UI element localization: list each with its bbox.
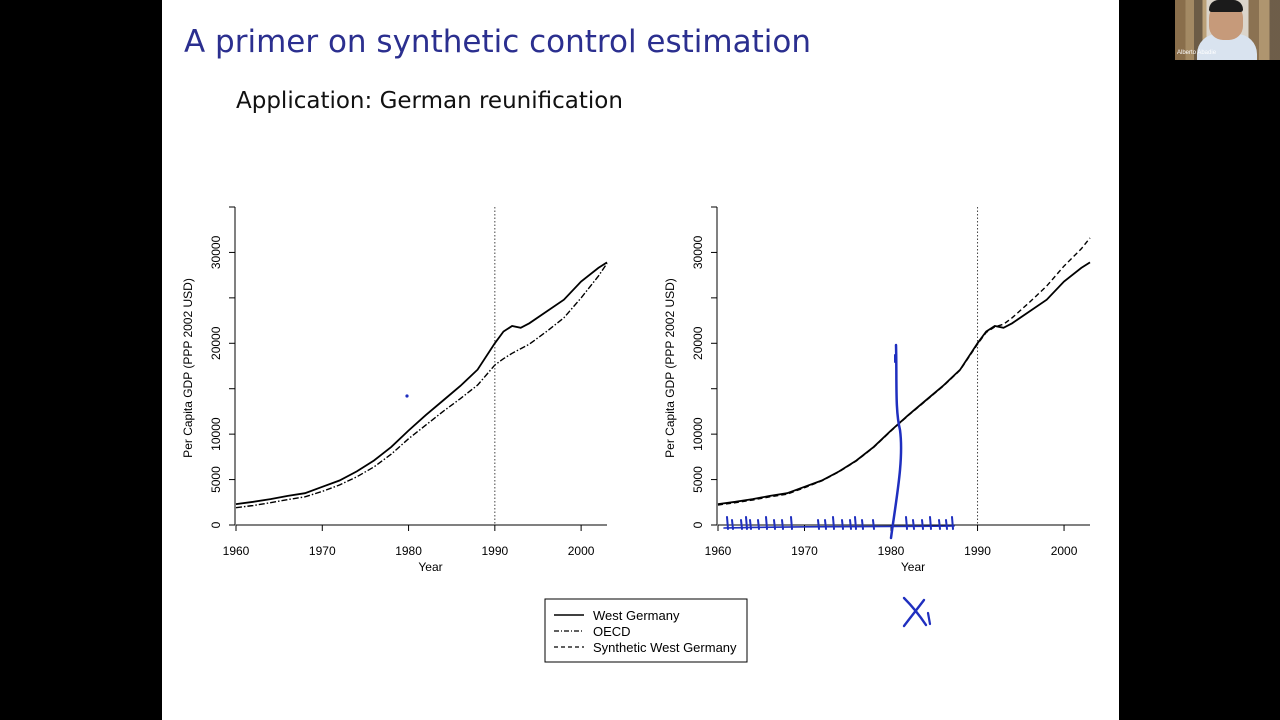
x-tick-label: 1970	[791, 544, 818, 558]
x-tick-label: 1980	[878, 544, 905, 558]
pen-tick	[817, 519, 820, 530]
pen-tick	[824, 519, 827, 530]
y-tick-label: 10000	[691, 417, 705, 451]
legend-label-synthetic: Synthetic West Germany	[593, 640, 737, 655]
chart-left: 1960 1970 1980 1990 200005000100002000030000…	[181, 206, 608, 574]
pen-dot	[405, 394, 409, 398]
y-tick-label: 30000	[691, 235, 705, 269]
person-hair	[1209, 0, 1243, 12]
x-tick-label: 2000	[568, 544, 595, 558]
legend: West Germany OECD Synthetic West Germany	[544, 598, 748, 663]
pen-vertical-stroke	[889, 343, 903, 540]
pen-tick	[929, 516, 932, 530]
x-axis-label: Year	[418, 560, 442, 574]
series-line-west-germany	[235, 261, 608, 505]
legend-label-west-germany: West Germany	[593, 608, 680, 623]
y-axis-label: Per Capita GDP (PPP 2002 USD)	[663, 278, 677, 458]
slide: A primer on synthetic control estimation…	[162, 0, 1119, 720]
y-tick-label: 10000	[209, 417, 223, 451]
pen-tick-marks	[723, 516, 955, 530]
x-axis-label: Year	[901, 560, 925, 574]
pen-tick	[861, 519, 864, 530]
pen-tick	[912, 519, 915, 530]
series-line-synthetic-west-germany	[717, 237, 1091, 506]
pen-x-letter	[902, 596, 928, 628]
pen-baseline	[723, 525, 955, 529]
x-tick-label: 1990	[481, 544, 508, 558]
slide-subtitle: Application: German reunification	[236, 88, 623, 114]
pen-tick	[726, 516, 729, 530]
pen-subscript-one	[926, 611, 932, 626]
y-tick-label: 0	[691, 521, 705, 528]
y-tick-label: 0	[209, 521, 223, 528]
chart-right: 1960 1970 1980 1990 200005000100002000030000…	[663, 206, 1091, 574]
series-line-oecd	[235, 262, 608, 509]
y-axis-label: Per Capita GDP (PPP 2002 USD)	[181, 278, 195, 458]
charts-canvas: 1960 1970 1980 1990 200005000100002000030000…	[181, 206, 1091, 663]
pen-tick	[872, 519, 875, 530]
y-tick-label: 20000	[691, 326, 705, 360]
handwritten-annotations	[405, 343, 955, 628]
series-line-west-germany	[717, 261, 1091, 505]
pen-tick	[945, 519, 948, 530]
participant-name-label: Alberto Abadie	[1177, 50, 1217, 56]
x-tick-label: 1960	[705, 544, 732, 558]
y-tick-label: 30000	[209, 235, 223, 269]
y-tick-label: 20000	[209, 326, 223, 360]
x-tick-label: 1990	[964, 544, 991, 558]
x-tick-label: 1980	[395, 544, 422, 558]
pen-tick	[938, 519, 941, 530]
legend-label-oecd: OECD	[593, 624, 631, 639]
pen-tick	[951, 516, 954, 530]
x-tick-label: 2000	[1051, 544, 1078, 558]
participant-video-thumbnail[interactable]	[1175, 0, 1280, 60]
x-tick-label: 1960	[223, 544, 250, 558]
pen-tick	[849, 519, 852, 530]
pen-tick	[921, 519, 924, 530]
pen-tick	[841, 519, 844, 530]
slide-title: A primer on synthetic control estimation	[184, 24, 811, 60]
x-tick-label: 1970	[309, 544, 336, 558]
y-tick-label: 5000	[209, 466, 223, 493]
y-tick-label: 5000	[691, 466, 705, 493]
